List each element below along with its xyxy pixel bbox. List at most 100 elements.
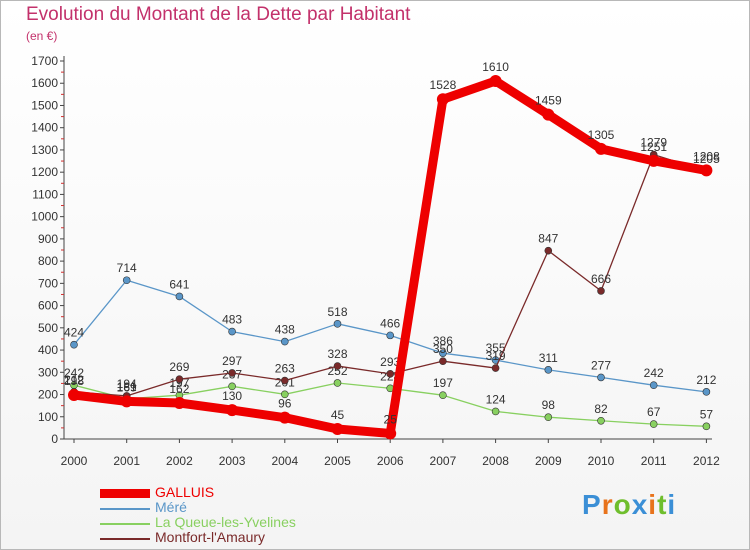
data-point-3: [491, 364, 500, 372]
y-tick-label: 1000: [31, 210, 58, 224]
data-label-0: 1208: [693, 149, 720, 163]
x-tick-label: 2004: [271, 454, 298, 468]
data-point-0: [647, 154, 660, 167]
x-tick-label: 2000: [61, 454, 88, 468]
data-point-0: [120, 395, 133, 408]
y-tick-label: 1600: [31, 76, 58, 90]
data-point-2: [439, 391, 447, 399]
data-point-0: [489, 75, 502, 88]
data-label-1: 424: [64, 326, 84, 340]
data-point-1: [439, 349, 447, 357]
data-point-1: [122, 276, 131, 285]
x-tick-label: 2011: [641, 454, 667, 468]
data-point-1: [544, 366, 553, 374]
x-tick-label: 2007: [430, 454, 457, 468]
data-label-3: 350: [433, 342, 453, 356]
data-point-0: [700, 164, 713, 177]
line-chart: 0 100 200 300 400 500 600 700 800 900 1000 1100 1200…: [31, 54, 720, 468]
data-point-0: [68, 388, 80, 401]
data-point-2: [544, 413, 553, 422]
data-point-2: [702, 422, 711, 431]
data-point-2: [228, 382, 236, 391]
data-point-3: [175, 375, 184, 383]
data-label-0: 45: [331, 408, 345, 422]
data-label-1: 483: [222, 313, 242, 327]
data-point-3: [333, 362, 342, 370]
logo-letter: t: [657, 489, 668, 520]
data-point-2: [649, 420, 658, 428]
data-point-0: [595, 142, 607, 155]
data-label-1: 277: [591, 358, 611, 372]
logo-letter: P: [582, 489, 602, 520]
data-label-3: 666: [591, 272, 611, 286]
y-tick-label: 400: [38, 343, 58, 357]
data-point-1: [228, 327, 236, 336]
data-point-0: [384, 427, 397, 440]
y-tick-label: 1700: [31, 54, 58, 68]
data-label-3: 1279: [640, 136, 667, 150]
y-tick-label: 600: [38, 299, 58, 313]
data-point-0: [173, 396, 186, 409]
y-tick-label: 0: [51, 432, 58, 446]
data-point-2: [491, 407, 500, 416]
data-label-0: 198: [64, 374, 84, 388]
y-tick-label: 1200: [31, 165, 58, 179]
data-label-1: 242: [644, 366, 664, 380]
data-label-0: 1528: [430, 78, 457, 92]
y-tick-label: 500: [38, 321, 58, 335]
proxiti-logo: Proxiti: [582, 489, 676, 521]
logo-letter: i: [667, 489, 677, 520]
data-label-2: 181: [117, 380, 137, 394]
data-label-2: 197: [169, 376, 189, 390]
y-tick-label: 200: [38, 388, 58, 402]
data-point-3: [386, 370, 395, 378]
data-point-0: [226, 404, 239, 417]
data-point-0: [331, 422, 344, 435]
data-label-3: 293: [380, 355, 400, 369]
legend-swatch: [100, 537, 150, 540]
data-label-0: 25: [384, 412, 398, 426]
y-tick-label: 700: [38, 276, 58, 290]
data-label-3: 319: [486, 349, 506, 363]
data-label-1: 466: [380, 316, 400, 330]
x-tick-label: 2005: [324, 454, 351, 468]
data-label-2: 67: [647, 405, 661, 419]
data-label-3: 328: [327, 347, 347, 361]
logo-letter: x: [631, 489, 649, 520]
data-label-1: 212: [696, 373, 716, 387]
data-label-1: 518: [327, 305, 347, 319]
data-label-0: 1459: [535, 94, 562, 108]
legend-swatch: [100, 507, 150, 510]
x-tick-label: 2012: [693, 454, 720, 468]
data-point-1: [649, 381, 658, 389]
data-label-1: 714: [117, 261, 137, 275]
data-point-2: [597, 416, 605, 425]
y-tick-label: 1100: [32, 187, 58, 201]
data-label-1: 438: [275, 323, 295, 337]
y-tick-label: 800: [38, 254, 58, 268]
data-label-0: 130: [222, 389, 242, 403]
data-label-3: 194: [117, 377, 137, 391]
data-label-0: 1610: [482, 60, 509, 74]
data-point-1: [175, 292, 184, 301]
data-label-2: 98: [542, 398, 556, 412]
data-label-1: 641: [169, 277, 189, 291]
data-point-1: [280, 337, 289, 346]
data-point-0: [278, 411, 291, 424]
chart-title: Evolution du Montant de la Dette par Hab…: [26, 4, 411, 25]
data-label-2: 242: [64, 366, 84, 380]
data-label-3: 1205: [693, 152, 720, 166]
data-label-0: 1251: [640, 140, 667, 154]
y-tick-label: 100: [38, 410, 58, 424]
data-point-3: [228, 369, 236, 377]
data-label-1: 355: [486, 341, 506, 355]
x-tick-label: 2006: [377, 454, 404, 468]
data-point-2: [333, 379, 342, 387]
data-label-0: 162: [169, 382, 189, 396]
data-label-3: 263: [275, 362, 295, 376]
y-tick-label: 1500: [31, 98, 58, 112]
data-label-2: 124: [486, 392, 506, 406]
data-label-1: 311: [539, 351, 558, 365]
logo-letter: r: [601, 489, 614, 520]
